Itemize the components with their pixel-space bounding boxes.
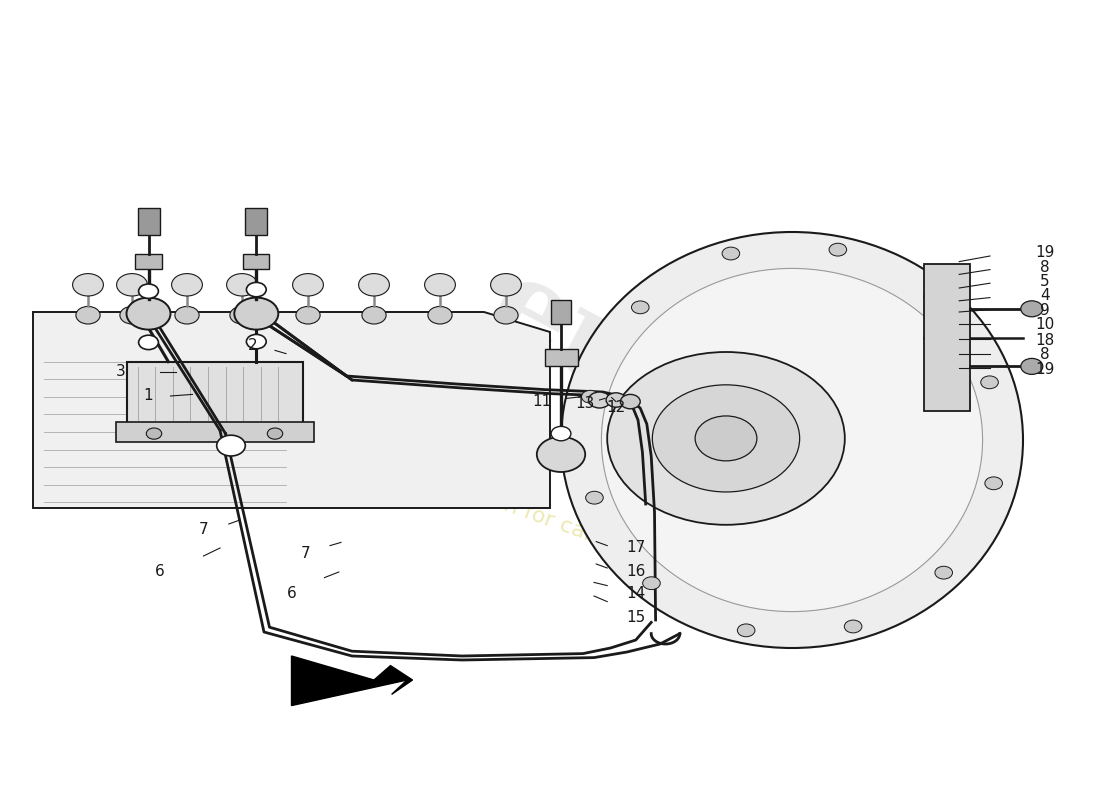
Circle shape [73,274,103,296]
Circle shape [494,306,518,324]
Bar [135,254,162,269]
Circle shape [924,290,942,303]
Circle shape [695,416,757,461]
Text: 6: 6 [287,586,296,601]
Circle shape [551,426,571,441]
Circle shape [120,306,144,324]
Ellipse shape [561,232,1023,648]
Circle shape [172,274,202,296]
Circle shape [217,435,245,456]
Circle shape [981,376,999,389]
Text: 3: 3 [117,365,125,379]
Circle shape [737,624,755,637]
Circle shape [362,306,386,324]
Text: 8: 8 [1041,260,1049,274]
Text: 12: 12 [606,401,626,415]
Circle shape [425,274,455,296]
Bar [126,362,302,426]
Circle shape [606,393,626,407]
Bar [116,422,314,442]
Text: a passion for cars since 1985: a passion for cars since 1985 [416,463,728,593]
Circle shape [246,282,266,297]
Text: 4: 4 [1041,289,1049,303]
Circle shape [139,284,158,298]
Circle shape [428,306,452,324]
Circle shape [296,306,320,324]
Circle shape [607,352,845,525]
Circle shape [652,385,800,492]
Bar [924,264,970,411]
Bar [243,254,270,269]
Circle shape [234,298,278,330]
Text: euros: euros [471,246,849,522]
Bar [544,349,578,366]
Text: 7: 7 [301,546,310,561]
Circle shape [227,274,257,296]
Circle shape [631,301,649,314]
Text: 1: 1 [144,389,153,403]
Circle shape [642,577,660,590]
Circle shape [126,298,170,330]
Text: 18: 18 [1035,333,1055,347]
Circle shape [935,566,953,579]
Circle shape [829,243,847,256]
Bar [245,208,267,235]
Text: 9: 9 [1041,303,1049,318]
Polygon shape [292,656,412,706]
Circle shape [267,428,283,439]
Text: 19: 19 [1035,362,1055,377]
Text: 5: 5 [1041,274,1049,289]
Circle shape [585,491,603,504]
Ellipse shape [602,268,982,611]
Circle shape [845,620,862,633]
Circle shape [491,274,521,296]
Circle shape [359,274,389,296]
Circle shape [175,306,199,324]
Text: 14: 14 [626,586,646,601]
Bar [551,300,571,324]
Circle shape [582,390,600,403]
Polygon shape [33,312,550,508]
Circle shape [588,392,610,408]
Text: 11: 11 [532,394,552,409]
Text: 15: 15 [626,610,646,625]
Circle shape [1021,358,1043,374]
Circle shape [537,437,585,472]
Circle shape [76,306,100,324]
Text: 6: 6 [155,565,164,579]
Bar [138,208,160,235]
Circle shape [293,274,323,296]
Circle shape [620,394,640,409]
Text: 2: 2 [249,338,257,353]
Text: 10: 10 [1035,318,1055,332]
Circle shape [984,477,1002,490]
Circle shape [146,428,162,439]
Circle shape [117,274,147,296]
Circle shape [139,335,158,350]
Circle shape [722,247,739,260]
Text: 19: 19 [1035,246,1055,260]
Text: 17: 17 [626,541,646,555]
Text: 13: 13 [575,397,595,411]
Text: 16: 16 [626,565,646,579]
Text: 7: 7 [199,522,208,537]
Circle shape [1021,301,1043,317]
Text: 8: 8 [1041,347,1049,362]
Circle shape [230,306,254,324]
Circle shape [246,334,266,349]
